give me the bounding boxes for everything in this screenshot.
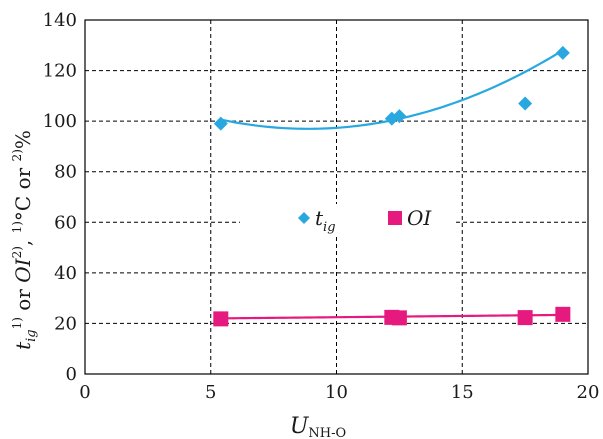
grid-lines	[85, 20, 588, 374]
legend-marker-oi	[388, 211, 402, 225]
legend-tig-subscript: ig	[323, 220, 335, 235]
x-axis-label-subscript: NH-O	[308, 426, 346, 439]
x-axis-label: UNH-O	[290, 414, 346, 439]
legend-label-tig: tig	[315, 206, 336, 235]
x-tick-label: 5	[205, 382, 216, 403]
legend-label-oi: OI	[407, 206, 432, 230]
x-tick-label: 10	[325, 382, 348, 403]
y-tick-label: 120	[43, 61, 77, 82]
legend: tig OI	[240, 204, 455, 235]
y-label-ig: ig	[24, 329, 39, 341]
y-label-sup2: 2)	[10, 246, 24, 258]
x-axis-label-main: U	[290, 414, 310, 439]
y-label-sup4: 2)	[10, 149, 24, 161]
y-tick-label: 40	[54, 263, 77, 284]
data-markers	[213, 45, 571, 327]
y-label-comma: ,	[11, 233, 35, 246]
data-point-tig	[518, 96, 533, 111]
y-label-or: or	[11, 283, 35, 317]
x-tick-label: 20	[577, 382, 600, 403]
y-label-sup3: 1)	[10, 221, 24, 233]
x-tick-label: 0	[79, 382, 90, 403]
y-label-percent: %	[11, 130, 35, 149]
data-point-tig	[213, 116, 228, 131]
y-axis-label: tig1) or OI2), 1)°C or 2)%	[10, 130, 39, 350]
x-tick-label: 15	[451, 382, 474, 403]
y-tick-label: 0	[66, 364, 77, 385]
legend-marker-tig	[298, 212, 310, 224]
legend-tig-name: t	[315, 206, 324, 230]
y-tick-label: 140	[43, 10, 77, 31]
data-point-tig	[555, 45, 570, 60]
y-label-sup1: 1)	[10, 317, 24, 329]
legend-background	[240, 204, 455, 234]
y-tick-label: 60	[54, 212, 77, 233]
data-point-oi	[213, 311, 229, 327]
y-tick-label: 20	[54, 313, 77, 334]
y-tick-label: 80	[54, 162, 77, 183]
x-axis-ticks: 0 5 10 15 20	[79, 382, 599, 403]
data-point-oi	[391, 310, 407, 326]
data-point-oi	[555, 306, 571, 322]
y-label-oi: OI	[11, 257, 35, 282]
data-point-oi	[517, 310, 533, 326]
data-point-tig	[392, 109, 407, 124]
y-label-degc-or: °C or	[11, 161, 35, 221]
trendlines	[220, 49, 564, 320]
plot-frame	[84, 19, 589, 375]
y-label-t: t	[11, 341, 35, 350]
y-axis-ticks: 0 20 40 60 80 100 120 140	[43, 10, 77, 385]
y-tick-label: 100	[43, 111, 77, 132]
